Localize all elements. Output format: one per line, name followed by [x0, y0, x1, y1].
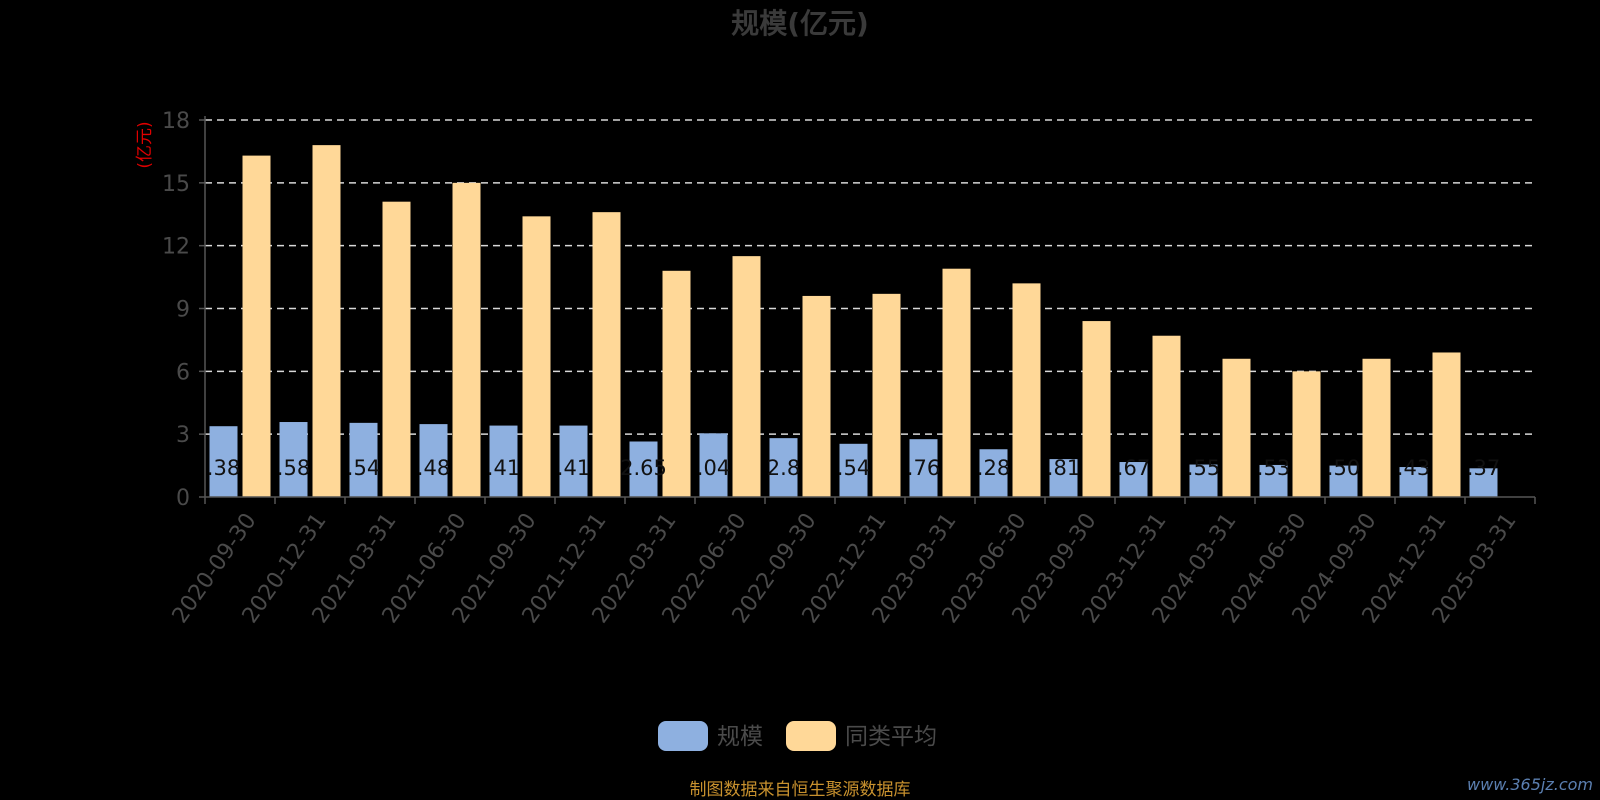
data-label: .58 — [277, 456, 310, 480]
bar-peer-average — [242, 155, 271, 497]
bar-scale — [1189, 464, 1218, 497]
data-label: .41 — [487, 456, 520, 480]
data-label: .76 — [907, 456, 940, 480]
data-label: .38 — [207, 456, 240, 480]
legend-label: 规模 — [717, 724, 763, 750]
bar-scale — [699, 433, 728, 497]
y-axis: 0 3 6 9 12 15 18 — [162, 109, 206, 511]
data-label: .54 — [837, 456, 870, 480]
bars — [209, 145, 1498, 498]
y-tick-label: 9 — [176, 298, 190, 323]
bar-scale — [489, 425, 518, 497]
data-label: .37 — [1467, 456, 1500, 480]
data-label: .48 — [417, 456, 450, 480]
bar-peer-average — [942, 268, 971, 497]
chart-title: 规模(亿元) — [731, 7, 869, 40]
bar-peer-average — [1082, 321, 1111, 497]
data-labels: .38 .58 .54 .48 .41 .41 2.65 .04 2.8 .54 .76 .28 .81… — [207, 456, 1500, 480]
y-tick-label: 12 — [162, 235, 190, 260]
bar-peer-average — [522, 216, 551, 497]
bar-peer-average — [1292, 371, 1321, 497]
legend: 规模 同类平均 — [658, 721, 937, 751]
bar-scale — [1399, 467, 1428, 497]
bar-scale — [559, 425, 588, 497]
y-tick-label: 18 — [162, 109, 190, 134]
bar-peer-average — [662, 270, 691, 497]
bar-peer-average — [1222, 358, 1251, 497]
bar-scale — [839, 443, 868, 497]
data-label: .53 — [1257, 456, 1290, 480]
data-label: .54 — [347, 456, 380, 480]
data-label: .41 — [557, 456, 590, 480]
legend-swatch — [786, 721, 836, 751]
data-label: .28 — [977, 456, 1010, 480]
bar-scale — [1329, 465, 1358, 497]
source-note: 制图数据来自恒生聚源数据库 — [690, 780, 911, 800]
bar-peer-average — [382, 201, 411, 497]
y-axis-label: (亿元) — [135, 121, 155, 168]
bar-scale — [1119, 462, 1148, 497]
bar-peer-average — [1362, 358, 1391, 497]
data-label: .04 — [697, 456, 730, 480]
bar-scale — [909, 439, 938, 497]
y-tick-label: 0 — [176, 486, 190, 511]
x-axis: 2020-09-302020-12-312021-03-312021-06-30… — [168, 496, 1536, 628]
data-label: 2.65 — [620, 456, 667, 480]
bar-peer-average — [1012, 283, 1041, 497]
bar-scale — [629, 441, 658, 497]
y-tick-label: 3 — [176, 423, 190, 448]
legend-label: 同类平均 — [845, 724, 937, 750]
data-label: .50 — [1327, 456, 1360, 480]
bar-scale — [209, 426, 238, 497]
bar-peer-average — [312, 145, 341, 497]
data-label: 2.8 — [767, 456, 800, 480]
data-label: .55 — [1187, 456, 1220, 480]
data-label: .67 — [1117, 456, 1150, 480]
bar-peer-average — [872, 293, 901, 497]
bar-scale — [769, 438, 798, 497]
bar-peer-average — [1432, 352, 1461, 497]
bar-peer-average — [732, 256, 761, 497]
data-label: .43 — [1397, 456, 1430, 480]
bar-scale — [349, 422, 378, 497]
bar-scale — [279, 422, 308, 497]
bar-scale — [1469, 468, 1498, 497]
bar-peer-average — [452, 182, 481, 498]
legend-swatch — [658, 721, 708, 751]
bar-scale — [419, 424, 448, 497]
watermark: www.365jz.com — [1467, 775, 1593, 794]
y-tick-label: 15 — [162, 172, 190, 197]
bar-scale — [1259, 464, 1288, 497]
bar-peer-average — [592, 212, 621, 497]
bar-peer-average — [1152, 335, 1181, 497]
bar-scale — [979, 449, 1008, 497]
data-label: .81 — [1047, 456, 1080, 480]
bar-peer-average — [802, 295, 831, 497]
bar-scale — [1049, 459, 1078, 497]
y-tick-label: 6 — [176, 360, 190, 385]
